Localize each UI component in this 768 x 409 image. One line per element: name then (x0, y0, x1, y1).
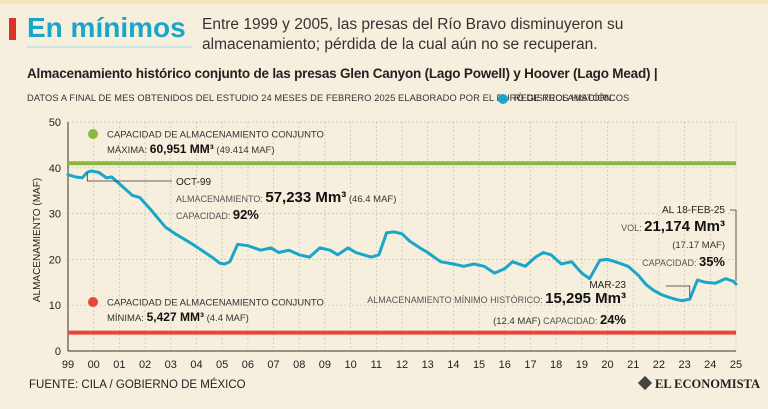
capacity-prefix: MÁXIMA: (107, 145, 150, 156)
mar23-capacity-label: CAPACIDAD: (541, 316, 600, 326)
feb25-volume: VOL: 21,174 Mm³ (621, 218, 725, 235)
min-capacity-value-text: MÍNIMA: 5,427 MM³ (4.4 MAF) (107, 310, 249, 324)
oct99-storage: ALMACENAMIENTO: 57,233 Mm³ (46.4 MAF) (176, 189, 396, 206)
x-tick-label: 99 (62, 359, 74, 371)
x-tick-label: 12 (396, 359, 408, 371)
chart-title: Almacenamiento histórico conjunto de las… (27, 66, 658, 81)
logo-text: EL ECONOMISTA (655, 377, 760, 391)
logo-icon (637, 375, 653, 391)
capacity-suffix: (49.414 MAF) (214, 145, 275, 156)
legend-marker (498, 94, 508, 104)
x-tick-label: 23 (678, 359, 690, 371)
x-tick-label: 05 (216, 359, 228, 371)
x-tick-label: 09 (319, 359, 331, 371)
headline-subtitle: Entre 1999 y 2005, las presas del Río Br… (202, 16, 624, 53)
capacity-suffix: (4.4 MAF) (204, 313, 249, 324)
feb25-capacity-label: CAPACIDAD: (642, 258, 699, 268)
mar23-leader (665, 285, 691, 297)
feb25-maf: (17.17 MAF) (672, 240, 725, 251)
oct99-capacity-label: CAPACIDAD: (176, 211, 233, 221)
y-tick-label: 50 (49, 117, 61, 129)
oct99-capacity-value: 92% (233, 207, 259, 222)
max-capacity-value-text: MÁXIMA: 60,951 MM³ (49.414 MAF) (107, 142, 275, 156)
x-tick-label: 04 (190, 359, 202, 371)
mar23-capacity: (12.4 MAF) CAPACIDAD: 24% (493, 312, 626, 327)
top-band (0, 0, 768, 4)
y-tick-label: 20 (49, 254, 61, 266)
oct99-storage-label: ALMACENAMIENTO: (176, 194, 265, 204)
capacity-value: 60,951 MM³ (150, 142, 214, 156)
x-tick-label: 01 (113, 359, 125, 371)
x-tick-label: 07 (267, 359, 279, 371)
legend-label: REGISTROS HISTÓRICOS (514, 93, 630, 103)
oct99-leader (86, 173, 172, 182)
oct99-capacity: CAPACIDAD: 92% (176, 207, 259, 222)
headline-divider (27, 46, 192, 48)
mar23-min-label: ALMACENAMIENTO MÍNIMO HISTÓRICO: (367, 295, 545, 305)
x-tick-label: 13 (422, 359, 434, 371)
headline: En mínimos (27, 12, 186, 43)
feb25-capacity-value: 35% (699, 254, 725, 269)
source-note: FUENTE: CILA / GOBIERNO DE MÉXICO (29, 379, 246, 391)
x-tick-label: 11 (371, 359, 382, 371)
series-line (66, 169, 738, 303)
x-tick-label: 10 (344, 359, 356, 371)
x-tick-label: 22 (653, 359, 665, 371)
y-tick-label: 10 (49, 300, 61, 312)
x-tick-label: 06 (242, 359, 254, 371)
x-tick-label: 24 (704, 359, 716, 371)
x-tick-label: 14 (447, 359, 459, 371)
y-tick-label: 0 (55, 346, 61, 358)
chart-ticks: 0 10 20 30 40 50 99 00 01 02 03 04 05 06 07 08 09 10 11 12 1… (49, 117, 742, 371)
x-tick-label: 03 (165, 359, 177, 371)
max-capacity-label: CAPACIDAD DE ALMACENAMIENTO CONJUNTO (107, 130, 324, 141)
x-tick-label: 17 (524, 359, 536, 371)
oct99-date: OCT-99 (176, 177, 211, 188)
reference-lines: CAPACIDAD DE ALMACENAMIENTO CONJUNTOMÁXI… (68, 129, 736, 335)
x-tick-label: 16 (499, 359, 511, 371)
x-tick-label: 18 (550, 359, 562, 371)
oct99-storage-maf: (46.4 MAF) (346, 194, 396, 205)
feb25-vol-label: VOL: (621, 223, 644, 233)
x-tick-label: 00 (88, 359, 100, 371)
publisher-logo: EL ECONOMISTA (637, 375, 760, 392)
accent-bar (9, 18, 16, 40)
mar23-maf: (12.4 MAF) (493, 316, 541, 327)
x-tick-label: 21 (627, 359, 639, 371)
x-tick-label: 02 (139, 359, 151, 371)
feb25-date: AL 18-FEB-25 (662, 205, 725, 216)
mar23-capacity-value: 24% (600, 312, 626, 327)
y-tick-label: 40 (49, 163, 61, 175)
min-capacity-marker (88, 297, 98, 307)
chart-gridlines (67, 121, 737, 351)
y-axis-label: ALMACENAMIENTO (MAF) (32, 178, 43, 302)
mar23-min-value: 15,295 Mm³ (545, 290, 626, 307)
x-tick-label: 20 (601, 359, 613, 371)
chart-axes (67, 122, 736, 352)
oct99-storage-value: 57,233 Mm³ (265, 189, 346, 206)
min-capacity-label: CAPACIDAD DE ALMACENAMIENTO CONJUNTO (107, 298, 324, 309)
x-tick-label: 08 (293, 359, 305, 371)
mar23-date: MAR-23 (589, 280, 626, 291)
x-tick-label: 15 (473, 359, 485, 371)
feb25-capacity: CAPACIDAD: 35% (642, 254, 725, 269)
x-tick-label: 19 (576, 359, 588, 371)
chart-subtitle: DATOS A FINAL DE MES OBTENIDOS DEL ESTUD… (27, 93, 612, 103)
capacity-prefix: MÍNIMA: (107, 313, 147, 324)
feb25-vol-value: 21,174 Mm³ (644, 218, 725, 235)
x-tick-label: 25 (730, 359, 742, 371)
capacity-value: 5,427 MM³ (147, 310, 204, 324)
max-capacity-marker (88, 129, 98, 139)
mar23-min: ALMACENAMIENTO MÍNIMO HISTÓRICO: 15,295 … (367, 290, 626, 307)
feb25-leader (730, 209, 737, 282)
y-tick-label: 30 (49, 209, 61, 221)
